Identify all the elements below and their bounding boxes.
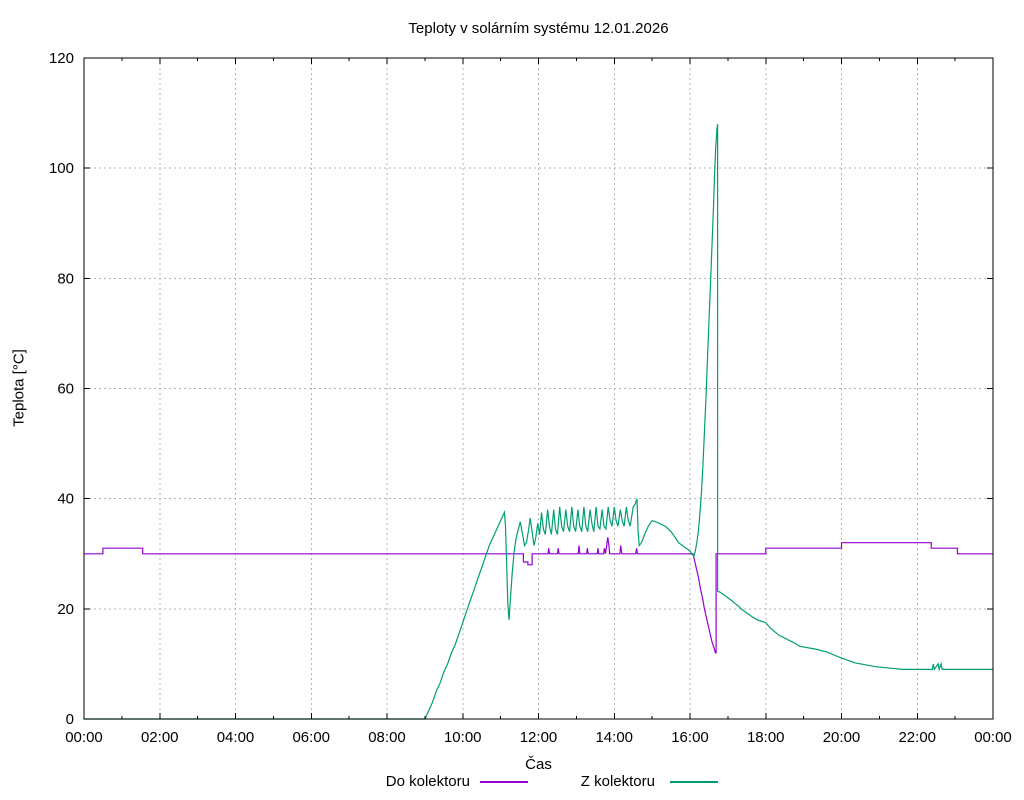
svg-text:80: 80	[57, 270, 74, 287]
legend-label-do-kolektoru: Do kolektoru	[385, 773, 470, 790]
svg-text:20:00: 20:00	[823, 729, 861, 746]
svg-text:16:00: 16:00	[671, 729, 709, 746]
svg-text:18:00: 18:00	[747, 729, 785, 746]
chart-title: Teploty v solárním systému 12.01.2026	[408, 20, 669, 37]
svg-text:10:00: 10:00	[444, 729, 482, 746]
legend-line-z-kolektoru	[670, 781, 718, 783]
svg-text:40: 40	[57, 491, 74, 508]
legend-label-z-kolektoru: Z kolektoru	[580, 773, 655, 790]
svg-text:0: 0	[66, 711, 74, 728]
x-axis-label: Čas	[525, 756, 552, 773]
svg-text:04:00: 04:00	[217, 729, 255, 746]
svg-text:00:00: 00:00	[974, 729, 1012, 746]
svg-text:22:00: 22:00	[898, 729, 936, 746]
svg-text:08:00: 08:00	[368, 729, 406, 746]
svg-text:100: 100	[49, 160, 74, 177]
svg-text:02:00: 02:00	[141, 729, 179, 746]
svg-text:12:00: 12:00	[520, 729, 558, 746]
svg-text:120: 120	[49, 50, 74, 67]
svg-text:20: 20	[57, 601, 74, 618]
svg-text:60: 60	[57, 381, 74, 398]
svg-text:00:00: 00:00	[65, 729, 103, 746]
svg-text:06:00: 06:00	[292, 729, 330, 746]
svg-text:14:00: 14:00	[595, 729, 633, 746]
legend-line-do-kolektoru	[480, 781, 528, 783]
